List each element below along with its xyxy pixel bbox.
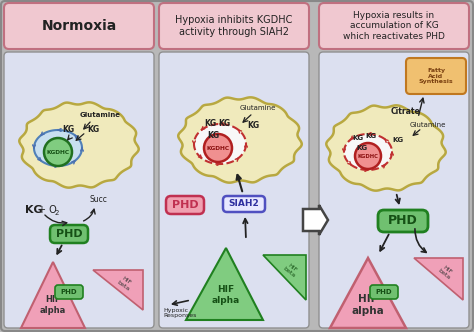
Text: Hypoxic
Responses: Hypoxic Responses — [163, 308, 196, 318]
FancyArrow shape — [303, 205, 328, 235]
Polygon shape — [344, 134, 392, 170]
FancyBboxPatch shape — [370, 285, 398, 299]
Text: SIAH2: SIAH2 — [228, 200, 259, 208]
Text: PHD: PHD — [376, 289, 392, 295]
Text: KG: KG — [218, 120, 230, 128]
Text: HIF
alpha: HIF alpha — [212, 285, 240, 305]
FancyBboxPatch shape — [378, 210, 428, 232]
Text: HIF
alpha: HIF alpha — [40, 295, 66, 315]
Polygon shape — [330, 258, 406, 328]
FancyBboxPatch shape — [50, 225, 88, 243]
Text: Hypoxia inhibits KGDHC
activity through SIAH2: Hypoxia inhibits KGDHC activity through … — [175, 15, 292, 37]
Text: Glutamine: Glutamine — [410, 122, 446, 128]
Text: KG: KG — [365, 133, 376, 139]
FancyBboxPatch shape — [319, 52, 469, 328]
Text: KG: KG — [392, 137, 403, 143]
Text: Glutamine: Glutamine — [80, 112, 120, 118]
Text: HIF
beta: HIF beta — [116, 275, 134, 291]
Circle shape — [355, 143, 381, 169]
Circle shape — [204, 134, 232, 162]
Text: KG: KG — [207, 130, 219, 139]
Polygon shape — [34, 130, 82, 166]
Polygon shape — [21, 262, 85, 328]
FancyBboxPatch shape — [159, 52, 309, 328]
Text: KG: KG — [356, 145, 367, 151]
Text: PHD: PHD — [388, 214, 418, 227]
Polygon shape — [178, 97, 302, 183]
Text: KG: KG — [62, 125, 74, 134]
FancyBboxPatch shape — [55, 285, 83, 299]
Text: HIF
beta: HIF beta — [437, 263, 455, 281]
FancyBboxPatch shape — [4, 52, 154, 328]
Text: PHD: PHD — [172, 200, 198, 210]
FancyBboxPatch shape — [319, 3, 469, 49]
Text: KG: KG — [25, 205, 43, 215]
Polygon shape — [19, 102, 139, 188]
FancyBboxPatch shape — [4, 3, 154, 49]
Text: HIF
alpha: HIF alpha — [352, 294, 384, 316]
Text: PHD: PHD — [61, 289, 77, 295]
Text: Succ: Succ — [89, 196, 107, 205]
Text: Fatty
Acid
Synthesis: Fatty Acid Synthesis — [419, 68, 453, 84]
Text: KG: KG — [87, 125, 99, 134]
Text: KG: KG — [247, 121, 259, 129]
Text: 2: 2 — [55, 210, 59, 216]
FancyBboxPatch shape — [406, 58, 466, 94]
Text: KGDHC: KGDHC — [46, 149, 70, 154]
FancyBboxPatch shape — [223, 196, 265, 212]
FancyBboxPatch shape — [159, 3, 309, 49]
Polygon shape — [93, 270, 143, 310]
Text: KGDHC: KGDHC — [357, 153, 378, 158]
Text: KGDHC: KGDHC — [207, 145, 229, 150]
Text: PHD: PHD — [55, 229, 82, 239]
Polygon shape — [194, 124, 246, 164]
Polygon shape — [326, 105, 446, 191]
Text: KG: KG — [204, 120, 216, 128]
Text: Glutamine: Glutamine — [240, 105, 276, 111]
Circle shape — [44, 138, 72, 166]
Text: Hypoxia results in
accumulation of KG
which reactivates PHD: Hypoxia results in accumulation of KG wh… — [343, 11, 445, 41]
Polygon shape — [414, 258, 463, 300]
FancyBboxPatch shape — [166, 196, 204, 214]
Text: Normoxia: Normoxia — [41, 19, 117, 33]
Polygon shape — [263, 255, 306, 300]
Text: KG: KG — [353, 135, 364, 141]
Polygon shape — [186, 248, 263, 320]
Text: Citrate: Citrate — [391, 108, 421, 117]
Text: HIF
beta: HIF beta — [282, 261, 300, 279]
Text: + O: + O — [38, 205, 57, 215]
